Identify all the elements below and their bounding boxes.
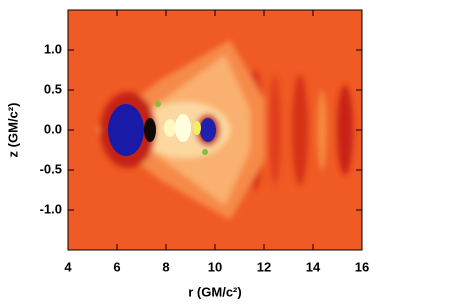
y-tick-label: -0.5	[40, 161, 62, 176]
x-tick-label: 8	[162, 259, 169, 274]
x-axis-label: r (GM/c²)	[188, 284, 241, 299]
x-tick-label: 10	[208, 259, 222, 274]
y-tick-label: 1.0	[44, 41, 62, 56]
y-tick-label: -1.0	[40, 201, 62, 216]
x-tick-label: 4	[64, 259, 72, 274]
x-tick-label: 12	[257, 259, 271, 274]
y-axis-label: z (GM/c²)	[5, 103, 20, 158]
x-tick-label: 6	[113, 259, 120, 274]
y-tick-label: 0.0	[44, 121, 62, 136]
x-tick-label: 16	[355, 259, 369, 274]
y-tick-label: 0.5	[44, 81, 62, 96]
contour-field	[95, 40, 353, 220]
x-tick-label: 14	[306, 259, 321, 274]
